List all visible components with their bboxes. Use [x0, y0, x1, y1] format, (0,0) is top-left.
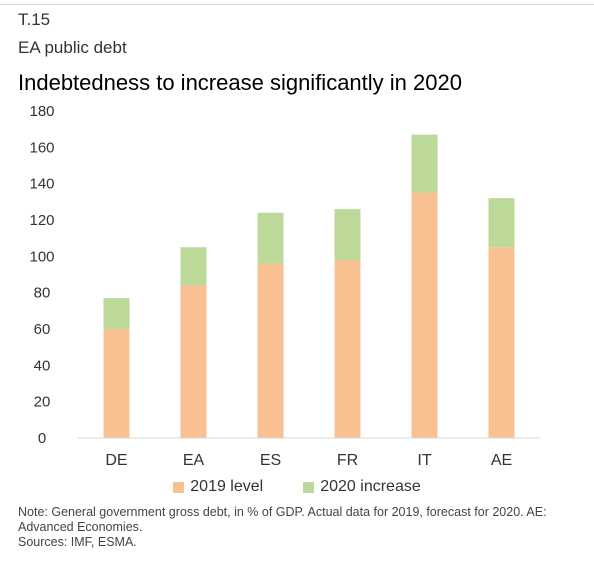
chart-code: T.15 — [18, 10, 51, 29]
y-tick-label: 140 — [29, 176, 54, 193]
bar-it-2019-level — [411, 192, 438, 438]
bar-ea-2020-increase — [180, 247, 207, 286]
legend-swatch-2020 — [303, 481, 315, 493]
x-tick-label-ea: EA — [183, 452, 205, 469]
note-text: Note: General government gross debt, in … — [18, 505, 547, 534]
x-tick-label-de: DE — [105, 452, 127, 469]
y-tick-label: 60 — [34, 321, 51, 338]
bar-it-2020-increase — [411, 134, 438, 193]
bar-ea-2019-level — [180, 285, 207, 438]
bar-ae-2020-increase — [488, 198, 515, 248]
x-axis-ticks: DE EA ES FR IT AE — [105, 452, 512, 469]
chart-title: Indebtedness to increase significantly i… — [18, 70, 462, 95]
y-tick-label: 120 — [29, 212, 54, 229]
legend-label-2020: 2020 increase — [320, 478, 421, 495]
y-tick-label: 180 — [29, 103, 54, 120]
chart-subtitle: EA public debt — [18, 38, 127, 57]
x-tick-label-fr: FR — [337, 452, 358, 469]
legend-swatch-2019 — [173, 481, 185, 493]
bar-ae-2019-level — [488, 247, 515, 438]
bar-es-2019-level — [257, 263, 284, 438]
legend-item-2019: 2019 level — [173, 478, 263, 496]
y-tick-label: 100 — [29, 248, 54, 265]
legend: 2019 level 2020 increase — [0, 478, 594, 496]
bar-de-2019-level — [103, 329, 130, 438]
legend-item-2020: 2020 increase — [303, 478, 421, 496]
y-tick-label: 40 — [34, 357, 51, 374]
y-tick-label: 0 — [38, 430, 46, 447]
y-axis-ticks: 0 20 40 60 80 100 120 140 160 180 — [29, 103, 54, 447]
top-rule — [0, 4, 594, 5]
bar-de-2020-increase — [103, 298, 130, 329]
bar-chart: 0 20 40 60 80 100 120 140 160 180 DE EA ES FR IT AE — [29, 103, 540, 469]
y-tick-label: 160 — [29, 139, 54, 156]
legend-label-2019: 2019 level — [190, 478, 264, 495]
bar-es-2020-increase — [257, 212, 284, 264]
y-tick-label: 80 — [34, 285, 51, 302]
bars — [103, 134, 515, 438]
x-tick-label-it: IT — [417, 452, 431, 469]
bar-fr-2019-level — [334, 259, 361, 438]
sources-text: Sources: IMF, ESMA. — [18, 535, 137, 549]
x-tick-label-es: ES — [260, 452, 281, 469]
bar-fr-2020-increase — [334, 209, 361, 260]
chart-note: Note: General government gross debt, in … — [18, 505, 588, 550]
y-tick-label: 20 — [34, 394, 51, 411]
x-tick-label-ae: AE — [491, 452, 512, 469]
